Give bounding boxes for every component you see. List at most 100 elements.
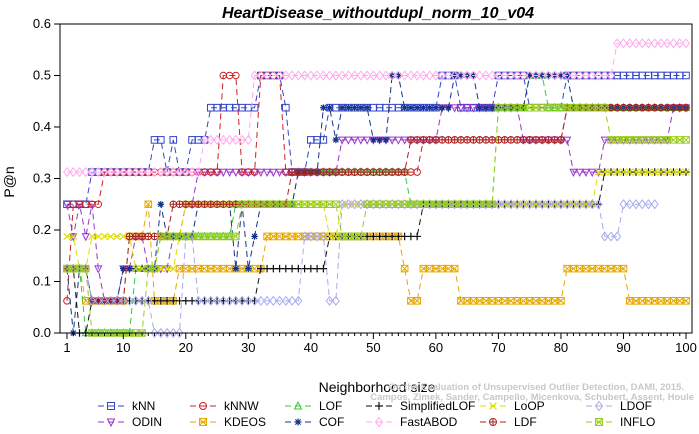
data-point-marker (232, 71, 240, 80)
data-point-marker (250, 168, 259, 176)
data-point-marker (475, 199, 484, 210)
data-point-marker (194, 200, 203, 208)
x-tick-label: 20 (179, 340, 193, 355)
data-point-marker (94, 200, 103, 209)
data-point-marker (263, 295, 272, 306)
data-point-marker (563, 199, 572, 210)
data-point-marker (238, 134, 247, 145)
data-point-marker (506, 199, 515, 210)
data-point-marker (538, 136, 546, 144)
data-point-marker (375, 168, 384, 176)
data-point-marker (306, 231, 315, 242)
data-point-marker (657, 103, 665, 112)
data-point-marker (350, 199, 359, 210)
data-point-marker (619, 168, 628, 176)
data-point-marker (613, 168, 621, 176)
plot-area (62, 38, 691, 339)
data-point-marker (525, 70, 534, 81)
data-point-marker (138, 166, 146, 178)
data-point-marker (256, 168, 265, 177)
data-point-marker (100, 166, 109, 178)
data-point-marker (338, 199, 347, 210)
data-point-marker (569, 168, 578, 177)
data-point-marker (138, 232, 146, 241)
data-point-marker (125, 232, 134, 241)
series-line (67, 107, 686, 302)
data-point-marker (682, 297, 690, 305)
data-point-marker (463, 136, 471, 144)
data-point-marker (156, 327, 165, 339)
data-point-marker (225, 168, 234, 177)
data-point-marker (444, 70, 453, 81)
data-point-marker (638, 38, 647, 49)
data-point-marker (513, 70, 522, 81)
data-point-marker (431, 70, 440, 81)
data-point-marker (632, 103, 640, 112)
data-point-marker (425, 70, 434, 81)
chart-title: HeartDisease_withoutdupl_norm_10_v04 (222, 5, 534, 22)
data-point-marker (294, 295, 303, 306)
data-point-marker (319, 136, 328, 144)
data-point-marker (388, 199, 397, 210)
legend: kNN kNNW LOF SimplifiedLOF LoOP LDOF ODIN KDEOS… (98, 399, 655, 429)
data-point-marker (456, 104, 466, 113)
data-point-marker (351, 104, 358, 111)
data-point-marker (144, 295, 153, 306)
legend-label: LDOF (620, 399, 652, 413)
data-point-marker (557, 199, 565, 210)
data-point-marker (375, 70, 384, 81)
data-point-marker (219, 168, 228, 177)
data-point-marker (119, 166, 128, 178)
x-axis-label: Neighborhood size (319, 379, 436, 395)
data-point-marker (500, 70, 509, 81)
data-point-marker (320, 104, 327, 111)
axes: 1 10 20 30 40 50 60 70 80 90 100 0.0 0.1 0.2 0.3 0.4 0.5… (33, 16, 697, 355)
data-point-marker (94, 295, 103, 306)
data-point-marker (181, 166, 190, 178)
y-tick-label: 0.5 (33, 68, 51, 83)
data-point-marker (69, 263, 78, 274)
data-point-marker (400, 199, 409, 210)
data-point-marker (163, 264, 171, 273)
data-point-marker (607, 231, 615, 242)
legend-item-kdeos: KDEOS (190, 415, 266, 429)
data-point-marker (363, 168, 371, 176)
data-point-marker (682, 71, 690, 80)
data-point-marker (256, 295, 265, 306)
data-point-marker (413, 199, 422, 210)
data-point-marker (538, 70, 547, 81)
data-point-marker (63, 263, 71, 274)
data-point-marker (100, 295, 109, 306)
data-point-marker (406, 70, 415, 81)
data-point-marker (332, 232, 340, 241)
data-point-marker (207, 200, 215, 208)
x-tick-label: 1 (63, 340, 70, 355)
data-point-marker (313, 70, 322, 81)
data-point-marker (188, 166, 196, 178)
legend-label: LoOP (514, 399, 545, 413)
data-point-marker (625, 38, 634, 49)
legend-item-odin: ODIN (98, 415, 162, 429)
data-point-marker (532, 136, 540, 144)
data-point-marker (69, 232, 77, 241)
data-point-marker (500, 199, 509, 210)
data-point-marker (150, 327, 159, 339)
data-point-marker (594, 400, 604, 412)
data-point-marker (200, 134, 209, 145)
data-point-marker (450, 264, 459, 273)
data-point-marker (650, 103, 659, 112)
data-point-marker (188, 200, 196, 208)
data-point-marker (325, 232, 334, 241)
data-point-marker (231, 168, 240, 177)
data-point-marker (213, 200, 221, 208)
data-point-marker (619, 199, 628, 210)
data-point-marker (419, 70, 428, 81)
data-point-marker (113, 232, 121, 241)
data-point-marker (526, 72, 533, 79)
data-point-marker (657, 168, 665, 176)
data-point-marker (406, 199, 415, 210)
data-point-marker (251, 233, 258, 240)
data-point-marker (62, 200, 72, 210)
data-point-marker (550, 136, 559, 144)
data-point-marker (81, 233, 90, 242)
